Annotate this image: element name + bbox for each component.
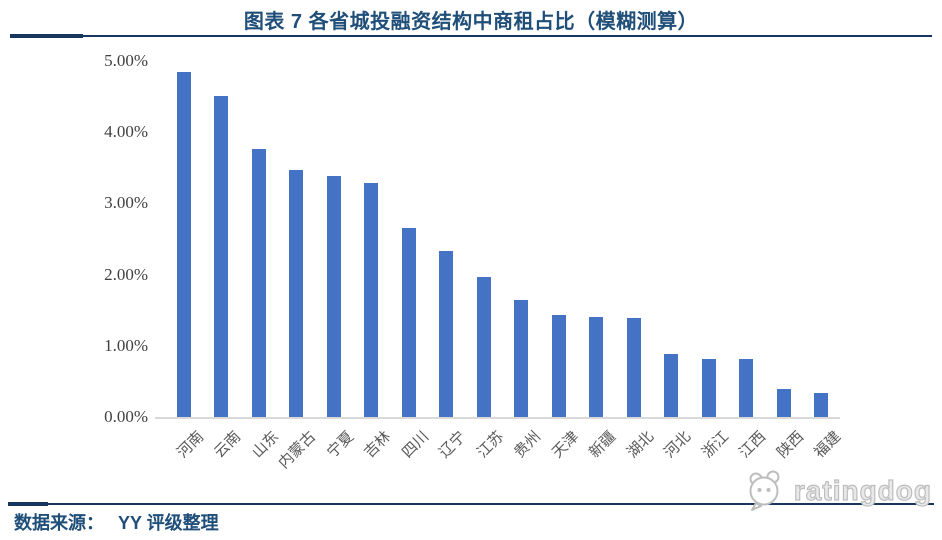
data-source-label: 数据来源：	[14, 513, 104, 533]
bar-slot: 陕西	[765, 61, 807, 461]
y-tick-label: 0.00%	[104, 407, 148, 426]
x-tick-label: 福建	[811, 428, 845, 462]
bar	[364, 183, 379, 417]
data-source-value: YY 评级整理	[118, 513, 219, 533]
bar	[476, 276, 491, 417]
data-source: 数据来源： YY 评级整理	[14, 509, 219, 535]
y-tick-label: 5.00%	[104, 51, 148, 70]
watermark-text: ratingdog	[793, 475, 932, 506]
x-tick-label: 内蒙古	[276, 428, 320, 472]
bar-slot: 山东	[240, 61, 282, 461]
bottom-divider	[8, 503, 934, 505]
bar-slot: 内蒙古	[276, 61, 319, 472]
bar-slot: 河南	[165, 61, 207, 461]
y-tick-label: 1.00%	[104, 335, 148, 355]
x-tick-label: 新疆	[586, 428, 620, 462]
bar-slot: 江苏	[465, 61, 507, 461]
bar-slot: 福建	[803, 61, 844, 461]
x-tick-label: 辽宁	[436, 428, 470, 462]
bar	[514, 300, 529, 417]
x-tick-label: 贵州	[511, 428, 545, 462]
top-divider	[10, 35, 932, 37]
bar	[551, 315, 566, 417]
x-tick-label: 宁夏	[324, 428, 357, 462]
y-tick-label: 3.00%	[104, 193, 148, 213]
watermark: ratingdog	[743, 470, 932, 512]
bar-slot: 宁夏	[315, 61, 357, 461]
bar-slot: 江西	[728, 61, 769, 461]
bar-slot: 浙江	[690, 61, 732, 461]
bar	[289, 169, 304, 417]
bar-slot: 贵州	[503, 61, 544, 461]
bar	[589, 316, 604, 417]
bar-slot: 云南	[203, 61, 244, 461]
x-axis-line	[155, 417, 840, 419]
bar	[176, 71, 191, 417]
plot-area: 河南 云南 山东 内蒙古 宁夏 吉林 四川 辽宁 江苏 贵州 天津 新疆 湖北 河北 浙江 江西 陕西 福建	[155, 61, 844, 472]
bar-slot: 四川	[390, 61, 432, 461]
bar	[739, 359, 754, 417]
dog-face-icon	[749, 470, 780, 511]
x-tick-label: 湖北	[624, 428, 657, 462]
x-tick-label: 陕西	[774, 428, 807, 462]
x-tick-label: 吉林	[361, 428, 395, 462]
bar	[326, 176, 341, 417]
bar	[251, 148, 266, 417]
bar-slot: 天津	[540, 61, 582, 461]
bar	[439, 251, 454, 417]
bar	[626, 318, 641, 417]
bar-slot: 湖北	[615, 61, 657, 461]
x-tick-label: 云南	[211, 428, 245, 462]
x-tick-label: 江苏	[474, 428, 507, 462]
y-axis: 0.00% 1.00% 2.00% 3.00% 4.00% 5.00%	[50, 51, 148, 426]
bar-slot: 辽宁	[428, 61, 469, 461]
y-tick-label: 2.00%	[104, 264, 148, 284]
top-divider-accent	[10, 34, 83, 38]
bar	[401, 228, 416, 417]
chart-title: 图表 7 各省城投融资结构中商租占比（模糊测算）	[243, 11, 699, 33]
bar	[664, 354, 679, 417]
bars-row: 河南 云南 山东 内蒙古 宁夏 吉林 四川 辽宁 江苏 贵州 天津 新疆 湖北 河北 浙江 江西 陕西 福建	[165, 61, 844, 472]
bar-slot: 吉林	[353, 61, 394, 461]
x-tick-label: 四川	[399, 428, 432, 462]
x-tick-label: 江西	[736, 428, 770, 462]
bar	[214, 95, 229, 417]
bar	[814, 392, 829, 417]
bar	[776, 389, 791, 417]
x-tick-label: 河北	[661, 428, 695, 462]
bar	[701, 358, 716, 417]
bar-slot: 河北	[653, 61, 694, 461]
x-tick-label: 天津	[549, 428, 582, 462]
bottom-divider-accent	[8, 502, 48, 506]
x-tick-label: 浙江	[699, 428, 732, 462]
x-tick-label: 河南	[174, 428, 207, 462]
bar-slot: 新疆	[578, 61, 619, 461]
y-tick-label: 4.00%	[104, 122, 148, 142]
